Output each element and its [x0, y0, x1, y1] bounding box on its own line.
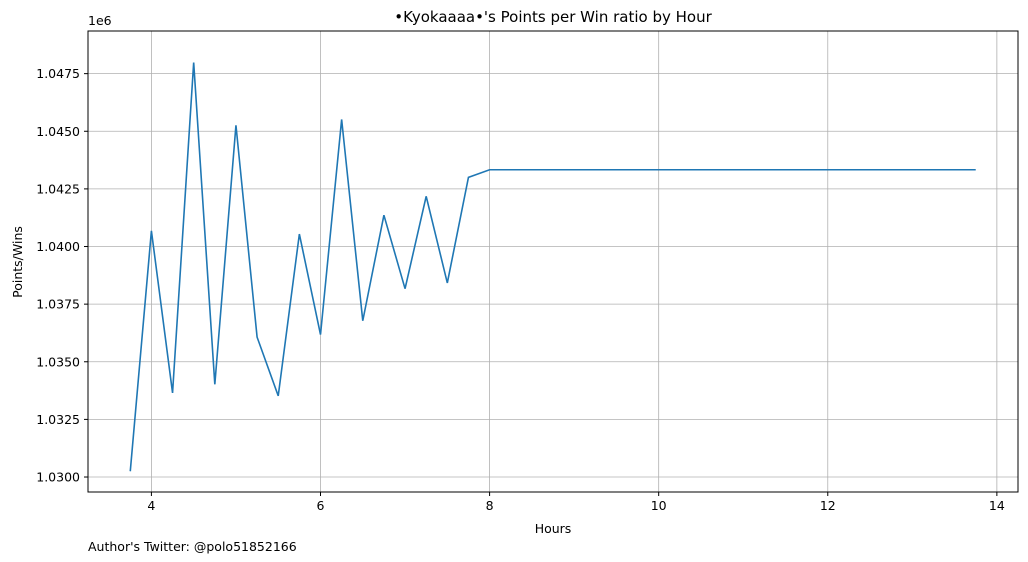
x-tick-label: 10: [651, 498, 667, 513]
chart-title: •Kyokaaaa•'s Points per Win ratio by Hou…: [394, 8, 712, 26]
y-tick-label: 1.0375: [36, 297, 80, 312]
y-tick-label: 1.0350: [36, 354, 80, 369]
y-tick-label: 1.0325: [36, 412, 80, 427]
y-tick-label: 1.0425: [36, 181, 80, 196]
y-tick-label: 1.0475: [36, 66, 80, 81]
x-tick-label: 8: [486, 498, 494, 513]
y-axis-offset-label: 1e6: [88, 13, 112, 28]
ticks: 4 6 8 10 12 14 1.0300 1.0325 1.0350 1.0375 1.0400 1…: [36, 66, 1005, 513]
x-tick-label: 14: [989, 498, 1005, 513]
y-tick-label: 1.0400: [36, 239, 80, 254]
x-axis-title: Hours: [535, 521, 572, 536]
y-tick-label: 1.0450: [36, 124, 80, 139]
plot-frame: [87, 30, 1019, 493]
series-line: [129, 62, 976, 472]
grid: [88, 31, 1018, 492]
y-axis-title: Points/Wins: [10, 226, 25, 298]
y-tick-label: 1.0300: [36, 470, 80, 485]
x-tick-label: 12: [820, 498, 836, 513]
series-layer: [129, 62, 976, 472]
x-tick-label: 6: [317, 498, 325, 513]
author-twitter-note: Author's Twitter: @polo51852166: [88, 539, 297, 554]
x-tick-label: 4: [147, 498, 155, 513]
